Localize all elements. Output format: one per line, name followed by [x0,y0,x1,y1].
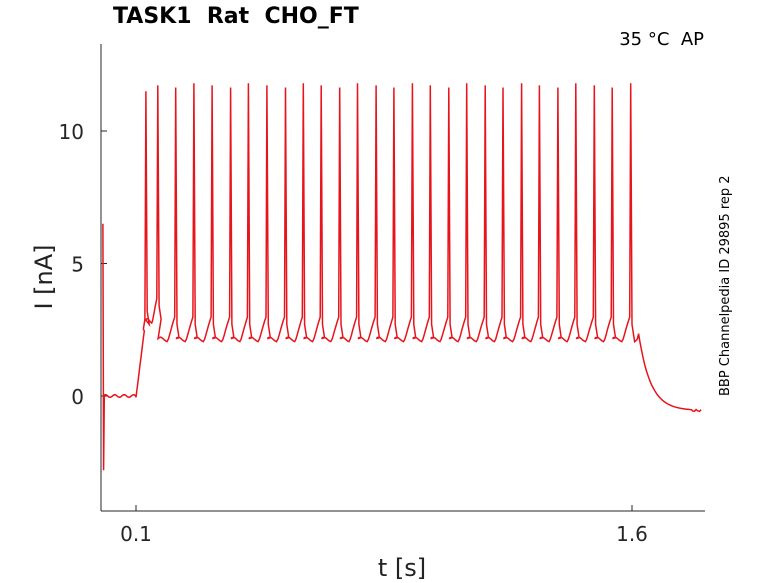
chart-title: TASK1 Rat CHO_FT [113,4,359,29]
y-tick-label: 5 [71,253,84,277]
current-trace [102,83,702,471]
x-tick-label: 1.6 [616,522,648,546]
y-axis-label: I [nA] [30,244,58,309]
condition-label: 35 °C AP [619,29,704,50]
y-tick-label: 0 [71,385,84,409]
y-tick-label: 10 [59,120,84,144]
x-axis-label: t [s] [378,554,426,582]
axes: 0 5 10 0.1 1.6 [59,44,705,546]
x-tick-label: 0.1 [120,522,152,546]
